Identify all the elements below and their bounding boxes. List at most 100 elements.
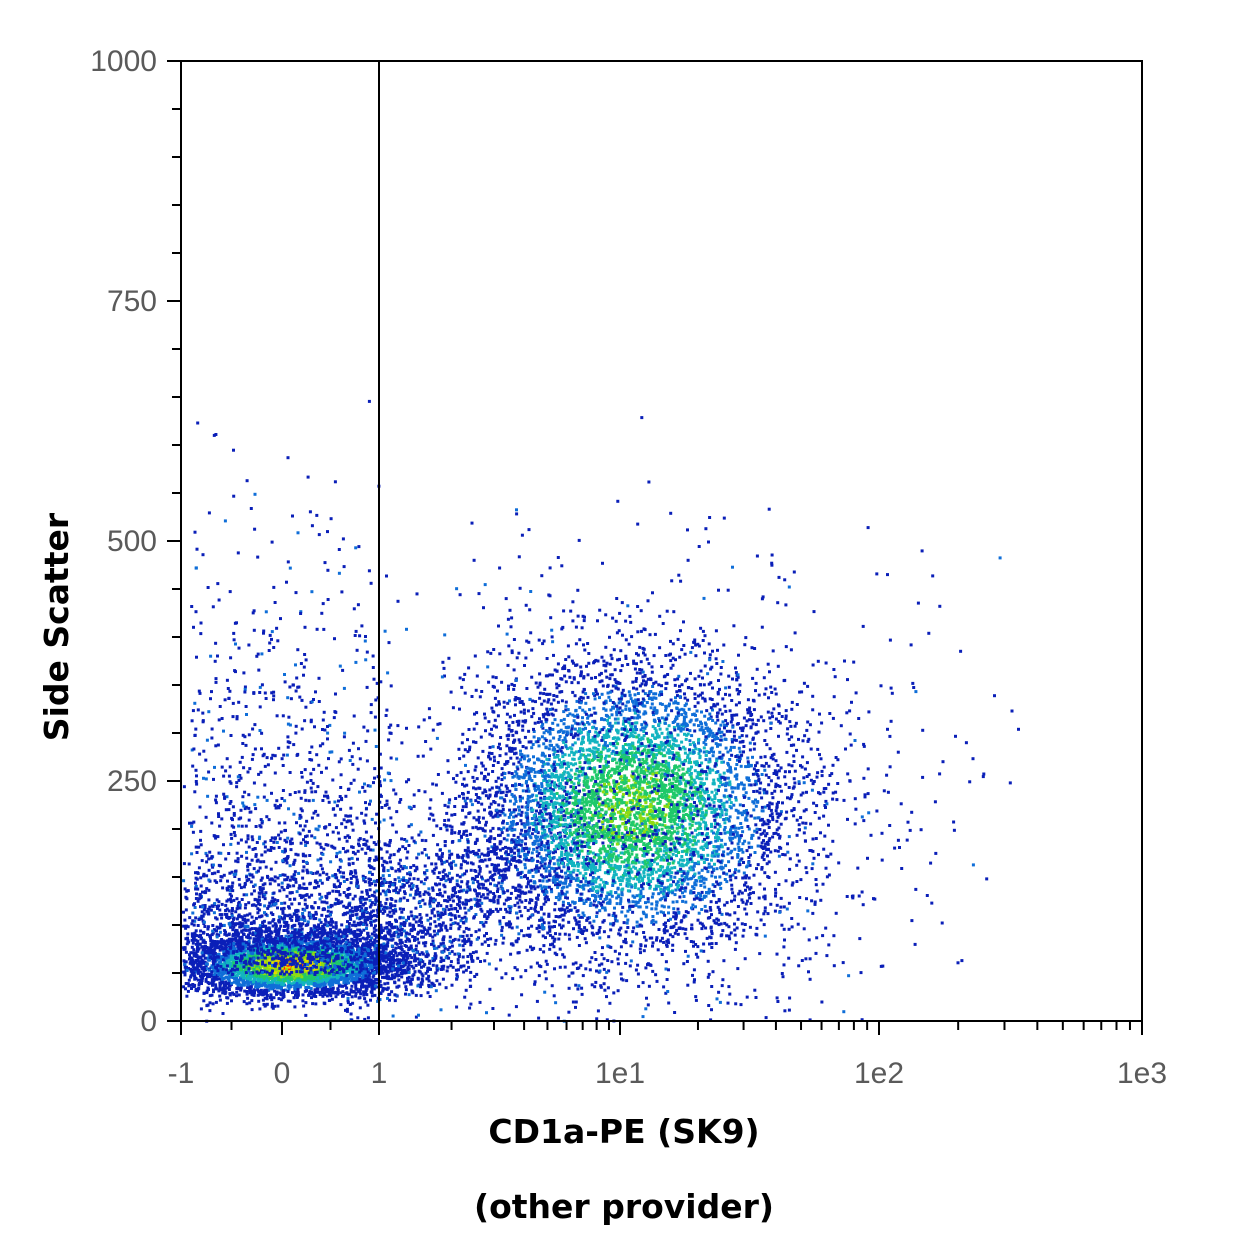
event-dot [358, 990, 362, 994]
event-dot [275, 990, 279, 994]
event-dot [278, 964, 282, 968]
event-dot [337, 933, 340, 937]
event-dot [372, 987, 376, 991]
event-dot [279, 982, 283, 986]
event-dot [265, 1002, 269, 1006]
event-dot [193, 977, 197, 981]
event-dot [326, 833, 329, 837]
event-dot [295, 931, 299, 935]
event-dot [253, 954, 257, 958]
event-dot [222, 923, 226, 927]
event-dot [417, 941, 421, 945]
event-dot [346, 1001, 350, 1005]
event-dot [328, 823, 332, 827]
event-dot [270, 899, 274, 903]
event-dot [334, 885, 338, 889]
event-dot [258, 984, 262, 987]
event-dot [362, 945, 365, 949]
event-dot [265, 994, 269, 997]
event-dot [313, 934, 317, 938]
event-dot [311, 966, 315, 970]
event-dot [403, 951, 407, 955]
event-dot [264, 936, 268, 940]
event-dot [185, 942, 189, 946]
event-dot [225, 964, 229, 968]
event-dot [223, 964, 227, 968]
event-dot [233, 947, 236, 951]
event-dot [199, 905, 202, 909]
event-dot [281, 937, 285, 941]
event-dot [186, 925, 190, 929]
event-dot [287, 965, 291, 969]
event-dot [298, 978, 302, 982]
event-dot [321, 955, 325, 959]
event-dot [196, 958, 200, 962]
event-dot [227, 981, 231, 985]
event-dot [435, 964, 439, 968]
event-dot [198, 970, 202, 974]
event-dot [343, 973, 347, 977]
event-dot [384, 901, 388, 905]
event-dot [369, 978, 372, 982]
event-dot [286, 931, 290, 935]
event-dot [313, 988, 317, 992]
event-dot [227, 988, 231, 991]
event-dot [267, 955, 271, 959]
event-dot [183, 963, 187, 966]
event-dot [261, 887, 265, 891]
event-dot [250, 954, 254, 958]
event-dot [432, 944, 436, 948]
event-dot [428, 902, 432, 906]
event-dot [462, 970, 466, 974]
event-dot [278, 939, 282, 942]
event-dot [219, 988, 223, 992]
event-dot [381, 863, 385, 867]
event-dot [230, 958, 233, 962]
event-dot [285, 965, 288, 969]
event-dot [271, 973, 275, 977]
event-dot [265, 985, 269, 988]
event-dot [434, 956, 438, 960]
event-dot [247, 956, 251, 960]
event-dot [208, 958, 211, 962]
event-dot [288, 974, 292, 978]
event-dot [219, 964, 223, 968]
event-dot [188, 961, 192, 965]
event-dot [321, 871, 325, 875]
event-dot [345, 966, 349, 970]
event-dot [207, 868, 211, 872]
event-dot [327, 978, 331, 982]
event-dot [204, 967, 208, 970]
event-dot [381, 975, 384, 979]
event-dot [195, 959, 199, 963]
event-dot [387, 957, 390, 961]
event-dot [410, 964, 414, 968]
event-dot [313, 984, 317, 988]
event-dot [281, 991, 285, 995]
event-dot [268, 948, 272, 952]
event-dot [374, 918, 378, 922]
event-dot [239, 968, 243, 972]
event-dot [383, 890, 387, 894]
event-dot [216, 964, 220, 968]
event-dot [221, 955, 225, 959]
event-dot [236, 986, 240, 990]
event-dot [268, 932, 272, 936]
event-dot [351, 941, 355, 945]
event-dot [464, 926, 468, 930]
event-dot [245, 856, 249, 860]
event-dot [330, 997, 334, 1001]
event-dot [233, 958, 237, 962]
event-dot [235, 907, 239, 911]
event-dot [326, 944, 329, 948]
event-dot [269, 961, 273, 965]
event-dot [384, 960, 388, 964]
event-dot [269, 993, 273, 997]
event-dot [229, 962, 233, 966]
event-dot [292, 970, 295, 974]
event-dot [283, 942, 287, 946]
event-dot [210, 993, 214, 997]
event-dot [293, 951, 297, 955]
event-dot [326, 969, 330, 973]
event-dot [301, 979, 305, 982]
